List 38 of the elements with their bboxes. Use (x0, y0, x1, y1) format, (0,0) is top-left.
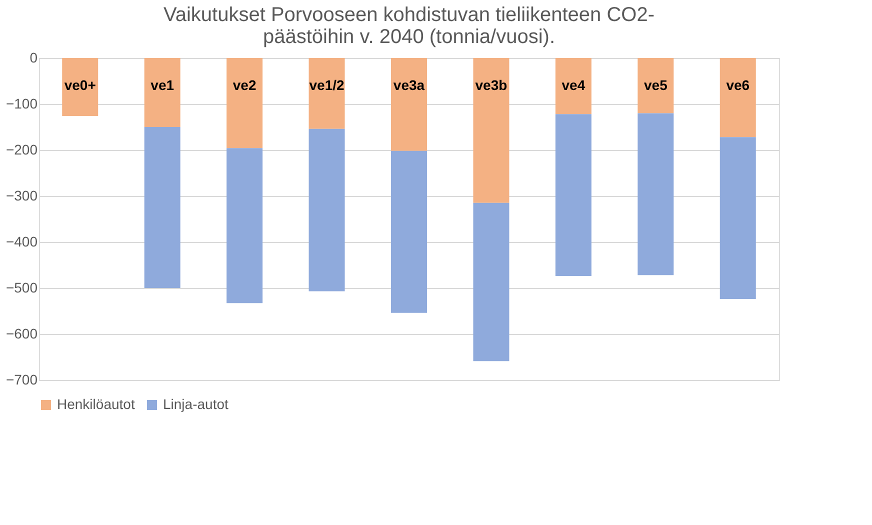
text: päästöihin v. 2040 (tonnia/vuosi). (262, 26, 556, 48)
x-tick-label: ve2 (232, 77, 256, 93)
bar (144, 127, 180, 288)
y-tick-label: −200 (6, 142, 38, 158)
x-tick-label: ve5 (644, 77, 668, 93)
x-tick-label: ve3b (475, 77, 508, 93)
x-tick-label: ve0+ (64, 77, 96, 93)
y-tick-label: −600 (6, 326, 38, 342)
legend-label: Linja-autot (163, 396, 228, 412)
bar (391, 58, 427, 151)
bar (226, 148, 263, 304)
bar (555, 58, 592, 114)
y-tick-label: 0 (30, 50, 38, 66)
bar (720, 137, 756, 300)
bar (720, 58, 756, 138)
y-tick-label: −100 (6, 96, 38, 112)
bar (638, 58, 674, 114)
bar (144, 58, 180, 127)
bar (308, 58, 345, 129)
y-tick-label: −400 (6, 234, 38, 250)
bar (308, 128, 345, 292)
x-tick-label: ve6 (726, 77, 750, 93)
y-tick-label: −500 (6, 280, 38, 296)
bar (473, 202, 510, 362)
x-tick-label: ve1 (150, 77, 174, 93)
x-tick-label: ve4 (562, 77, 586, 93)
bar (555, 114, 592, 276)
legend-label: Henkilöautot (57, 396, 135, 412)
x-tick-label: ve1/2 (309, 77, 344, 93)
bar (391, 150, 427, 313)
bar (226, 58, 263, 148)
text: Vaikutukset Porvooseen kohdistuvan tieliikenteen CO2- (163, 4, 655, 26)
y-tick-label: −300 (6, 188, 38, 204)
y-tick-label: −700 (6, 372, 38, 388)
bar (62, 58, 98, 116)
bar (473, 58, 510, 203)
bar (638, 113, 674, 276)
x-tick-label: ve3a (393, 77, 425, 93)
